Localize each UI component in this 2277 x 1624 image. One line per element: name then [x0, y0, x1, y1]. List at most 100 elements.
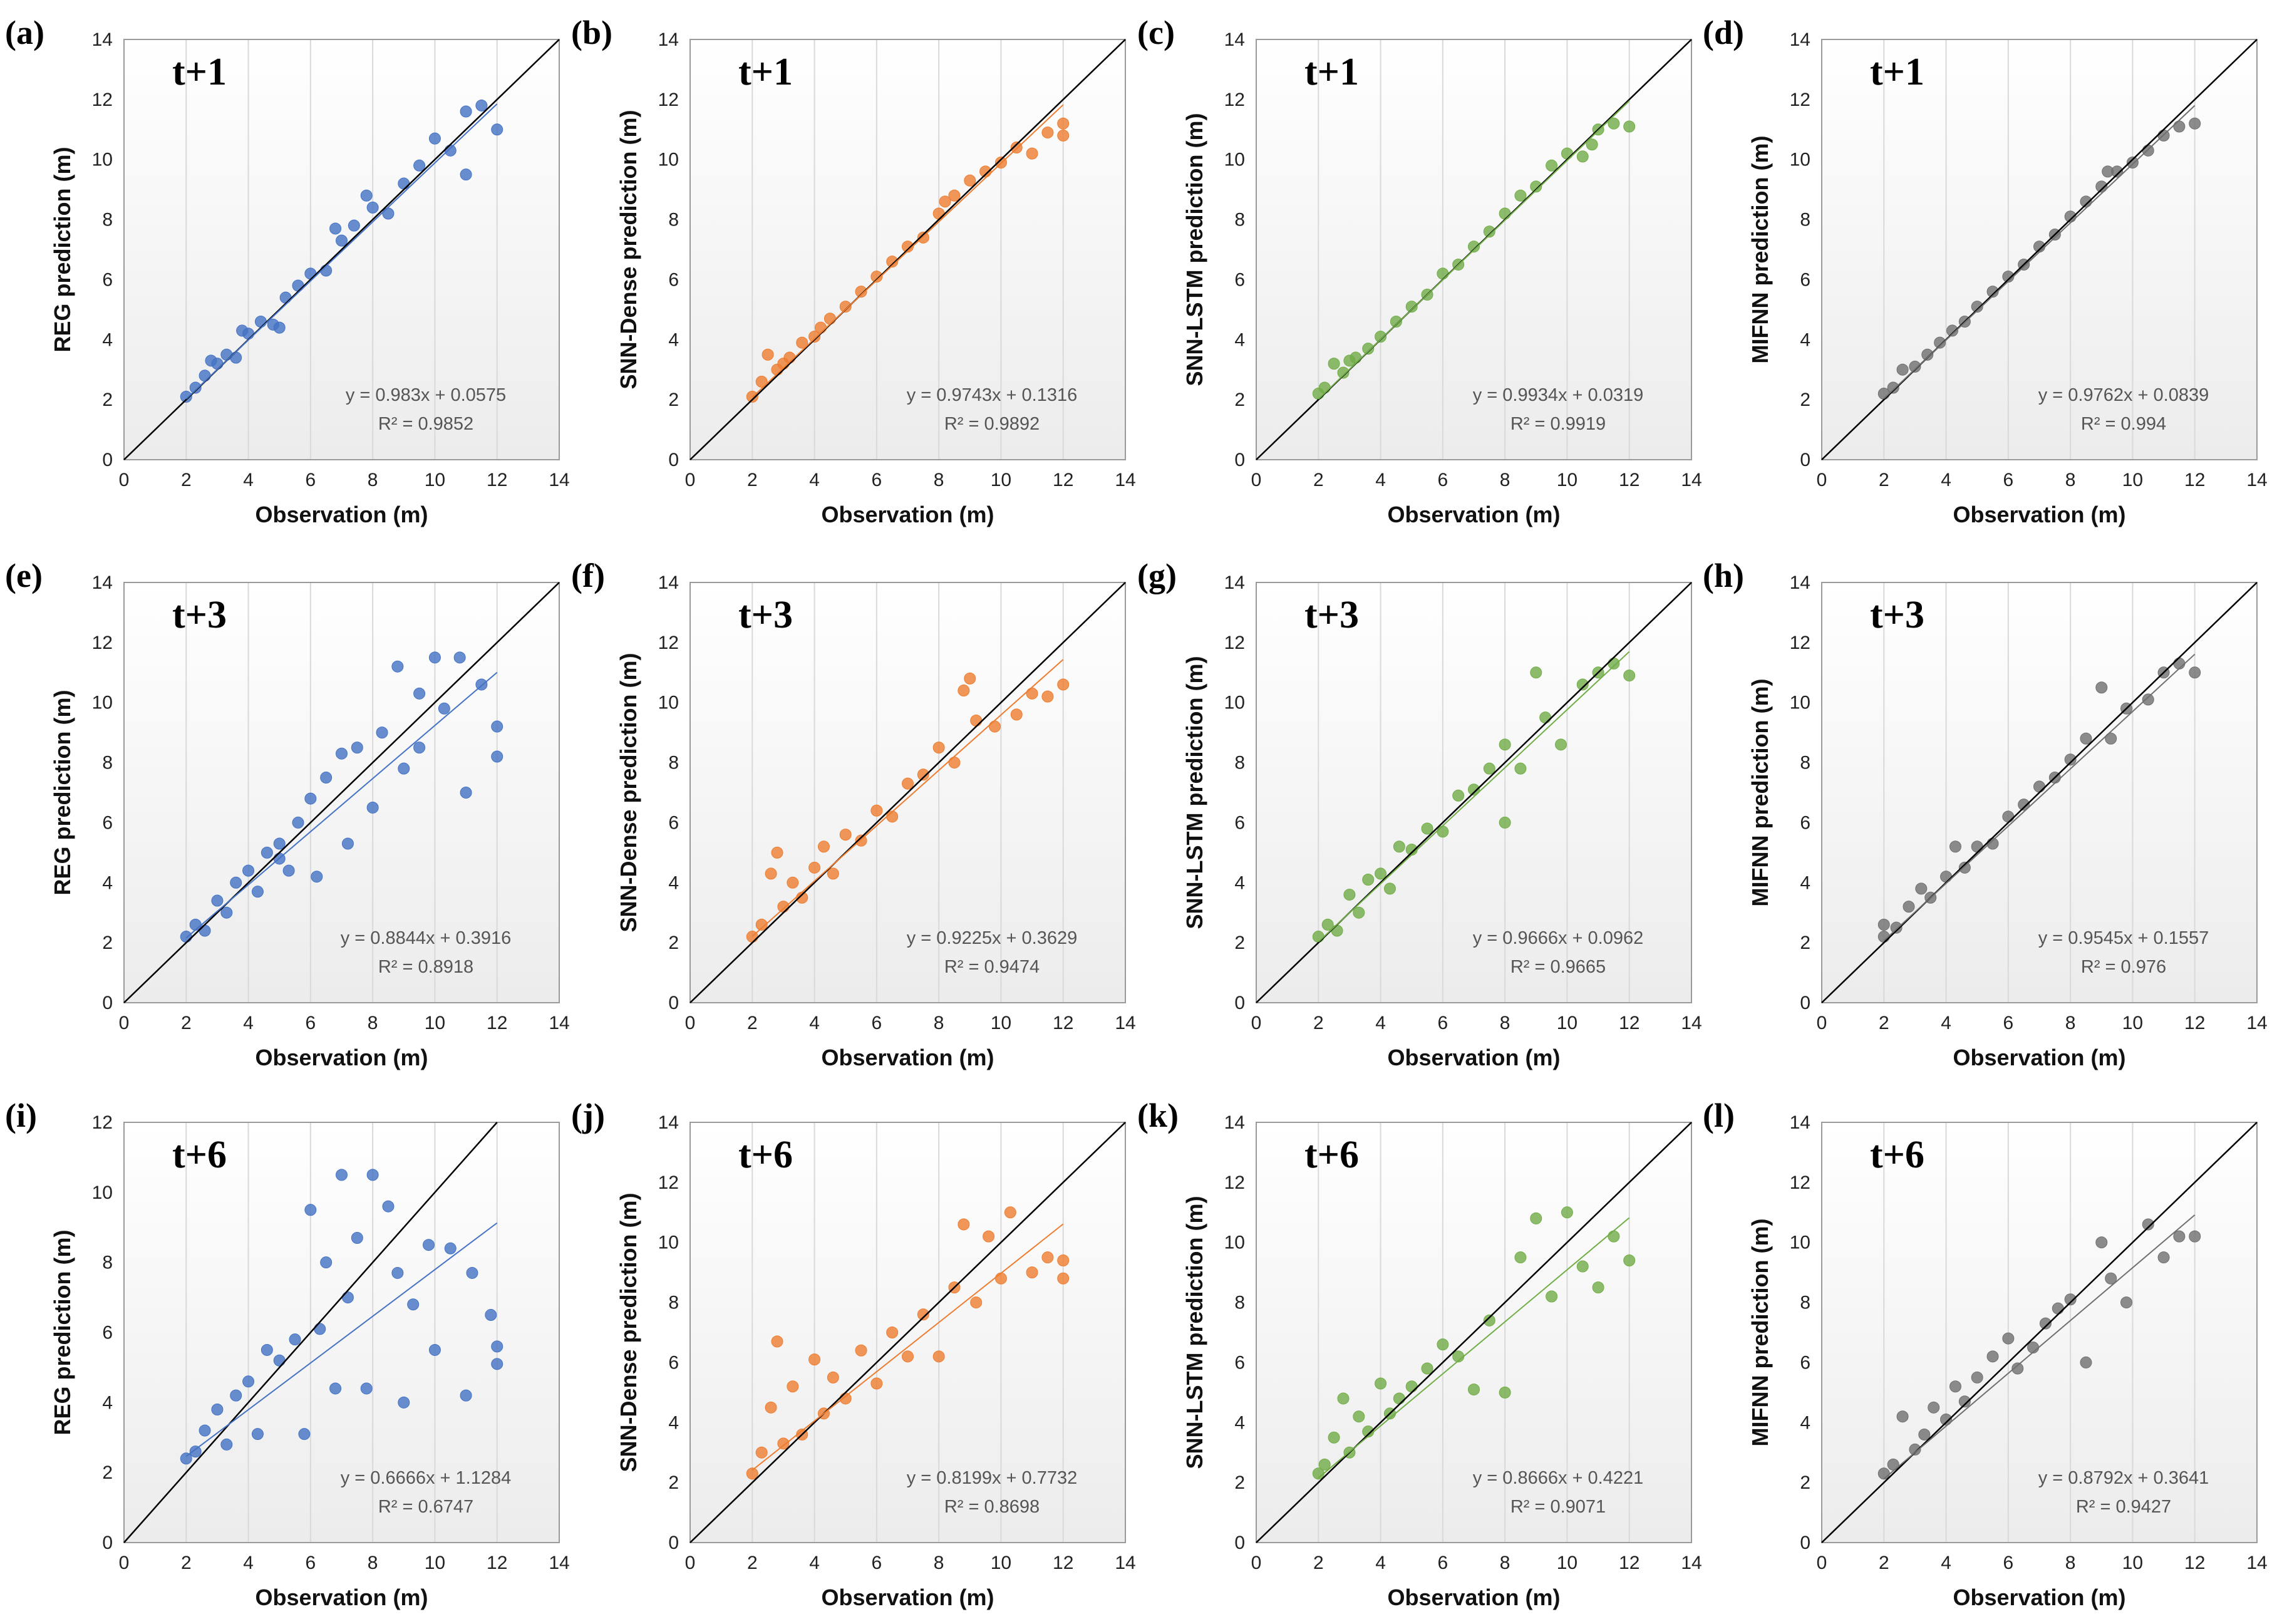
- data-point: [939, 195, 951, 208]
- data-point: [1337, 366, 1350, 379]
- y-tick-label: 10: [1224, 693, 1245, 713]
- x-tick-label: 12: [2184, 1553, 2205, 1573]
- data-point: [1362, 343, 1375, 355]
- data-point: [1468, 1384, 1480, 1396]
- data-point: [827, 1371, 839, 1384]
- y-tick-label: 10: [1790, 150, 1810, 170]
- data-point: [376, 727, 388, 739]
- data-point: [1353, 906, 1365, 919]
- data-point: [1390, 316, 1402, 328]
- data-point: [273, 321, 286, 334]
- x-tick-label: 4: [809, 1013, 820, 1033]
- data-point: [2095, 180, 2108, 193]
- data-point: [2052, 1302, 2064, 1315]
- y-tick-label: 8: [668, 1293, 679, 1313]
- panel-title: t+6: [1304, 1134, 1359, 1176]
- data-point: [771, 846, 783, 859]
- x-tick-label: 0: [1251, 470, 1262, 490]
- x-tick-label: 12: [487, 1013, 507, 1033]
- regression-equation: y = 0.9225x + 0.3629: [907, 928, 1078, 948]
- data-point: [808, 861, 821, 874]
- x-tick-label: 8: [1500, 1013, 1510, 1033]
- y-tick-label: 10: [92, 150, 113, 170]
- x-tick-label: 2: [181, 1013, 192, 1033]
- data-point: [2095, 1236, 2108, 1249]
- data-point: [1958, 1395, 1971, 1408]
- x-tick-label: 4: [1941, 1553, 1951, 1573]
- data-point: [1375, 330, 1387, 343]
- data-point: [413, 687, 426, 700]
- data-point: [1514, 762, 1527, 775]
- panel-title: t+3: [1870, 594, 1924, 636]
- scatter-panel-e: 0 2 4 6 8 10 12 14 0 2 4 6 8 10 12 14 (e) t+3 Observation …: [5, 557, 570, 1070]
- data-point: [983, 1230, 995, 1243]
- x-axis-title: Observation (m): [1953, 1585, 2125, 1610]
- y-axis-title: REG prediction (m): [49, 147, 75, 352]
- x-tick-label: 8: [934, 1013, 944, 1033]
- data-point: [1353, 1410, 1365, 1423]
- regression-equation: y = 0.8666x + 0.4221: [1473, 1468, 1644, 1488]
- data-point: [320, 1256, 333, 1269]
- data-point: [870, 271, 883, 283]
- data-point: [902, 777, 914, 790]
- x-tick-label: 0: [119, 1553, 130, 1573]
- panel-label: (k): [1137, 1097, 1179, 1134]
- x-tick-label: 2: [1879, 1553, 1889, 1573]
- y-tick-label: 12: [1224, 1172, 1245, 1193]
- data-point: [1896, 1410, 1909, 1423]
- y-tick-label: 12: [1790, 1172, 1810, 1193]
- data-point: [491, 1358, 503, 1370]
- data-point: [1041, 1251, 1054, 1264]
- data-point: [1026, 1266, 1038, 1279]
- x-tick-label: 0: [685, 470, 696, 490]
- y-axis-title: REG prediction (m): [49, 690, 75, 895]
- data-point: [839, 301, 852, 313]
- y-axis-title: SNN-Dense prediction (m): [616, 110, 641, 389]
- x-tick-label: 4: [1375, 1013, 1386, 1033]
- data-point: [902, 1350, 914, 1363]
- regression-equation: y = 0.9934x + 0.0319: [1473, 385, 1644, 405]
- data-point: [932, 1350, 945, 1363]
- regression-equation: y = 0.9545x + 0.1557: [2038, 928, 2209, 948]
- data-point: [1026, 147, 1038, 160]
- data-point: [1362, 873, 1375, 886]
- x-tick-label: 0: [119, 1013, 130, 1033]
- data-point: [1405, 301, 1418, 313]
- x-tick-label: 14: [1115, 1013, 1135, 1033]
- trendline: [751, 104, 1064, 398]
- data-point: [180, 1452, 192, 1465]
- data-point: [460, 787, 472, 799]
- x-tick-label: 2: [747, 1013, 758, 1033]
- data-point: [1946, 324, 1958, 337]
- y-tick-label: 0: [1800, 993, 1810, 1013]
- y-tick-label: 12: [92, 1112, 113, 1133]
- data-point: [1004, 1206, 1016, 1219]
- y-tick-label: 8: [1234, 1293, 1245, 1313]
- data-point: [220, 1438, 233, 1451]
- y-tick-label: 0: [1234, 1533, 1245, 1553]
- data-point: [777, 901, 790, 913]
- data-point: [460, 168, 472, 181]
- r-squared: R² = 0.9665: [1510, 957, 1606, 977]
- y-tick-label: 2: [1234, 390, 1245, 410]
- x-tick-label: 2: [747, 470, 758, 490]
- plot-border: [689, 39, 1126, 460]
- y-tick-label: 2: [668, 390, 679, 410]
- x-tick-label: 8: [934, 470, 944, 490]
- r-squared: R² = 0.8698: [944, 1497, 1040, 1517]
- data-point: [230, 1389, 242, 1402]
- y-tick-label: 2: [668, 1472, 679, 1493]
- x-tick-label: 2: [1879, 470, 1889, 490]
- panel-label: (e): [5, 557, 43, 594]
- x-axis-title: Observation (m): [255, 1585, 428, 1610]
- data-point: [1041, 690, 1054, 703]
- data-point: [808, 330, 821, 343]
- trendline: [185, 1222, 498, 1457]
- y-tick-label: 4: [668, 1412, 679, 1433]
- data-point: [1383, 882, 1396, 895]
- data-point: [311, 871, 323, 883]
- y-tick-label: 2: [1800, 1472, 1810, 1493]
- x-tick-label: 14: [1681, 1013, 1701, 1033]
- y-tick-label: 14: [1224, 572, 1245, 593]
- data-point: [428, 132, 441, 145]
